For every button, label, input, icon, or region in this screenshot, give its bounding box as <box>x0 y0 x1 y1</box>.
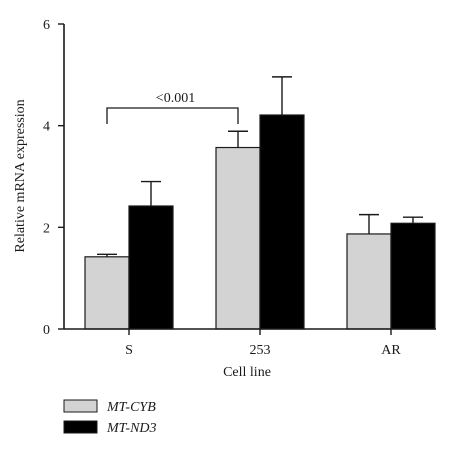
x-tick-label-ar: AR <box>381 343 401 358</box>
y-ticks-group: 0 2 4 6 <box>43 18 64 338</box>
bars-group <box>84 114 436 330</box>
bar-mt-nd3-253 <box>259 114 305 330</box>
x-axis-label: Cell line <box>223 365 271 380</box>
x-tick-label-s: S <box>125 343 133 358</box>
x-tick-label-253: 253 <box>250 343 271 358</box>
legend-swatch-mt-cyb <box>63 399 98 413</box>
error-bar-mt-cyb-s <box>97 253 117 257</box>
bar-mt-cyb-ar <box>346 233 392 330</box>
bar-mt-nd3-ar <box>390 222 436 330</box>
error-bar-mt-cyb-ar <box>359 213 379 234</box>
p-value-label: <0.001 <box>156 91 195 106</box>
error-bars-group <box>97 76 423 257</box>
bar-mt-cyb-s <box>84 256 130 330</box>
significance-bracket: <0.001 <box>106 91 239 124</box>
legend-label-mt-nd3: MT-ND3 <box>106 421 157 436</box>
y-tick-label-4: 4 <box>43 120 50 135</box>
error-bar-mt-cyb-253 <box>228 130 248 148</box>
bar-mt-cyb-253 <box>215 146 261 330</box>
error-bar-mt-nd3-253 <box>272 76 292 115</box>
y-tick-label-0: 0 <box>43 323 50 338</box>
legend: MT-CYB MT-ND3 <box>63 399 157 436</box>
legend-swatch-mt-nd3 <box>63 420 98 434</box>
legend-label-mt-cyb: MT-CYB <box>106 400 156 415</box>
error-bar-mt-nd3-ar <box>403 216 423 224</box>
bar-mt-nd3-s <box>128 205 174 330</box>
y-tick-label-6: 6 <box>43 18 50 33</box>
x-ticks-group: S 253 AR <box>125 329 401 358</box>
bracket-line <box>106 107 239 124</box>
error-bar-mt-nd3-s <box>141 180 161 206</box>
y-axis-label: Relative mRNA expression <box>13 99 28 252</box>
y-tick-label-2: 2 <box>43 221 50 236</box>
